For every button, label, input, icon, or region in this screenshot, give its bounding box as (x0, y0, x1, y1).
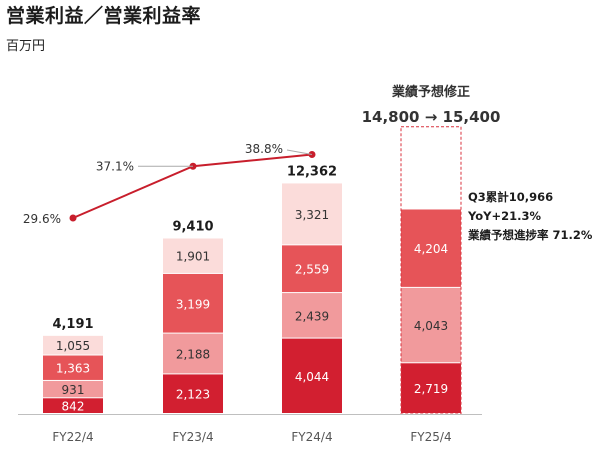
segment-value-label: 2,719 (414, 382, 448, 396)
bar-segment-fy24-4-q3 (282, 245, 342, 293)
forecast-note: YoY+21.3% (467, 209, 542, 223)
bar-segment-fy22-4-q1 (43, 398, 103, 413)
bar-segment-fy22-4-q2 (43, 380, 103, 398)
bar-segment-fy25-4-q1 (401, 363, 461, 413)
bar-segment-fy22-4-q4 (43, 335, 103, 355)
margin-leader-line (286, 149, 313, 156)
bar-segment-fy25-4-q3 (401, 209, 461, 287)
segment-value-label: 4,204 (414, 242, 448, 256)
segment-value-label: 4,043 (414, 319, 448, 333)
segment-value-label: 1,055 (56, 339, 90, 353)
margin-point (69, 214, 77, 222)
bar-segment-fy25-4-q2 (401, 287, 461, 363)
segment-value-label: 842 (62, 400, 85, 414)
segment-value-label: 2,188 (176, 348, 210, 362)
bar-segment-fy24-4-q4 (282, 183, 342, 245)
category-label: FY25/4 (410, 430, 451, 444)
forecast-note: 業績予想進捗率 71.2% (467, 228, 593, 242)
bar-segment-fy24-4-q1 (282, 338, 342, 413)
forecast-value: 14,800 → 15,400 (362, 108, 501, 126)
bar-total-label: 4,191 (52, 317, 93, 332)
bar-segment-fy23-4-q2 (163, 333, 223, 374)
segment-value-label: 1,363 (56, 362, 90, 376)
segment-value-label: 3,321 (295, 208, 329, 222)
margin-value-label: 38.8% (245, 142, 283, 156)
bar-segment-fy23-4-q1 (163, 374, 223, 413)
segment-value-label: 2,123 (176, 388, 210, 402)
segment-value-label: 1,901 (176, 250, 210, 264)
forecast-note: Q3累計10,966 (468, 190, 553, 204)
segment-value-label: 2,559 (295, 263, 329, 277)
margin-value-label: 29.6% (23, 212, 61, 226)
segment-value-label: 4,044 (295, 370, 329, 384)
bar-segment-fy23-4-q4 (163, 238, 223, 273)
category-label: FY22/4 (52, 430, 93, 444)
bar-total-label: 12,362 (287, 164, 337, 179)
forecast-title: 業績予想修正 (391, 84, 470, 100)
bar-segment-fy22-4-q3 (43, 355, 103, 380)
category-label: FY23/4 (172, 430, 213, 444)
margin-value-label: 37.1% (96, 159, 134, 173)
bar-segment-fy23-4-q3 (163, 273, 223, 333)
category-label: FY24/4 (291, 430, 332, 444)
unit-label: 百万円 (6, 39, 46, 54)
segment-value-label: 3,199 (176, 297, 210, 311)
segment-value-label: 931 (62, 383, 85, 397)
bar-total-label: 9,410 (172, 220, 213, 235)
segment-value-label: 2,439 (295, 309, 329, 323)
chart-title: 営業利益／営業利益率 (6, 5, 202, 27)
bar-segment-fy24-4-q2 (282, 293, 342, 338)
